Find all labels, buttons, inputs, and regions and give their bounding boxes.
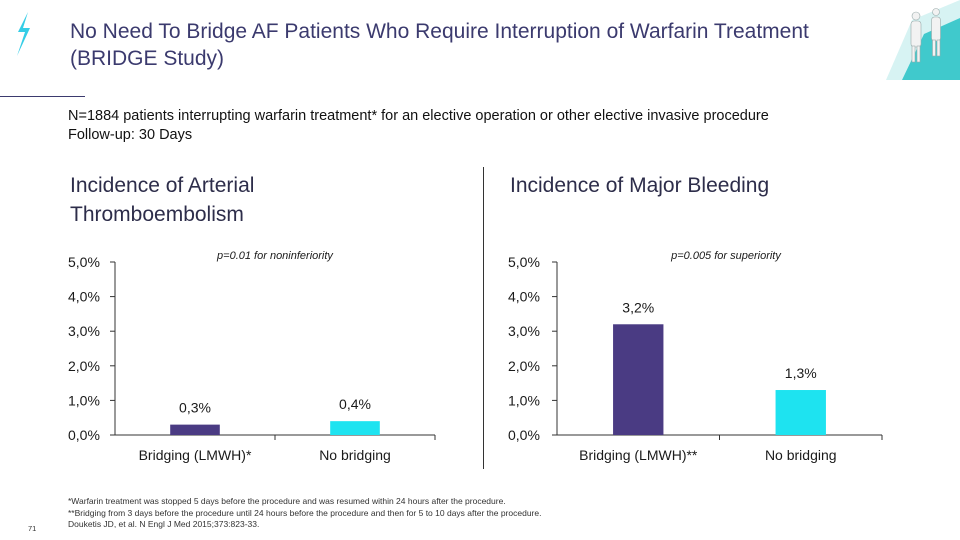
bar: [330, 421, 380, 435]
y-tick-label: 1,0%: [68, 392, 100, 408]
bar-value-label: 3,2%: [622, 299, 654, 315]
y-tick-label: 3,0%: [508, 323, 540, 339]
category-label: Bridging (LMWH)**: [579, 447, 698, 463]
category-label: No bridging: [319, 447, 391, 463]
category-label: No bridging: [765, 447, 837, 463]
lightning-logo-icon: [17, 12, 30, 56]
footnote-warfarin: *Warfarin treatment was stopped 5 days b…: [68, 496, 506, 506]
y-tick-label: 1,0%: [508, 392, 540, 408]
bleeding-chart: 0,0% 1,0% 2,0% 3,0% 4,0% 5,0% 3,2% Bridging (LM…: [508, 250, 883, 463]
page-number: 71: [28, 524, 37, 533]
chart-title-bleeding: Incidence of Major Bleeding: [510, 174, 770, 197]
doctors-illustration-icon: [886, 0, 960, 80]
y-tick-label: 5,0%: [68, 254, 100, 270]
title-divider: [0, 96, 85, 97]
bar-value-label: 1,3%: [785, 365, 817, 381]
bar: [775, 390, 826, 435]
y-tick-label: 4,0%: [68, 289, 100, 305]
thromboembolism-chart: 0,0% 1,0% 2,0% 3,0% 4,0% 5,0% 0,3% Bridging (LM…: [68, 250, 436, 463]
study-population-line: N=1884 patients interrupting warfarin tr…: [68, 108, 769, 124]
bar-value-label: 0,3%: [179, 400, 211, 416]
slide-title: No Need To Bridge AF Patients Who Requir…: [70, 20, 809, 70]
footnote-bridging: **Bridging from 3 days before the proced…: [68, 508, 542, 518]
bar: [170, 424, 220, 435]
chart-title-thromboembolism: Incidence of Arterial Thromboembolism: [70, 174, 255, 226]
y-tick-label: 0,0%: [68, 427, 100, 443]
bar: [613, 324, 664, 435]
y-tick-label: 5,0%: [508, 254, 540, 270]
category-label: Bridging (LMWH)*: [139, 447, 252, 463]
p-value-annotation: p=0.01 for noninferiority: [216, 250, 334, 262]
y-tick-label: 3,0%: [68, 323, 100, 339]
footnote-reference: Douketis JD, et al. N Engl J Med 2015;37…: [68, 519, 260, 529]
follow-up-line: Follow-up: 30 Days: [68, 127, 193, 143]
y-tick-label: 2,0%: [68, 358, 100, 374]
y-tick-label: 4,0%: [508, 289, 540, 305]
bar-value-label: 0,4%: [339, 396, 371, 412]
y-tick-label: 2,0%: [508, 358, 540, 374]
chart-divider: [483, 167, 484, 469]
y-tick-label: 0,0%: [508, 427, 540, 443]
p-value-annotation: p=0.005 for superiority: [670, 250, 782, 262]
